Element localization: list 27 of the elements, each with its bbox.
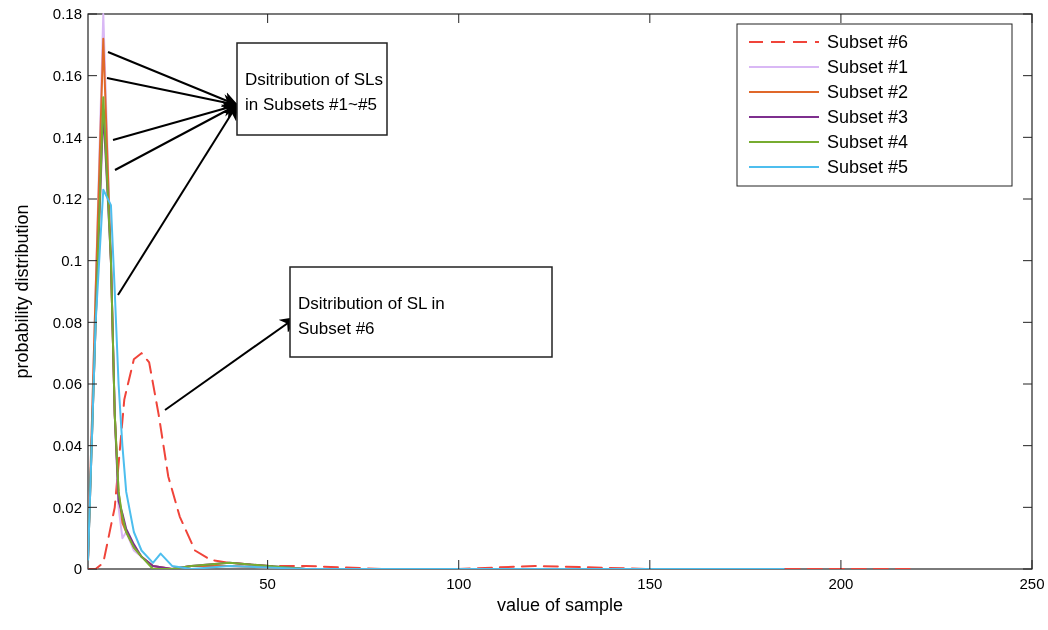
legend-label: Subset #1 [827, 57, 909, 78]
legend-label: Subset #3 [827, 107, 909, 128]
y-tick-label: 0.06 [52, 375, 82, 393]
legend-label: Subset #5 [827, 157, 909, 178]
x-tick-label: 100 [446, 575, 472, 592]
annotation: Dsitribution of SL in Subset #6 [298, 294, 445, 338]
text-box: Dsitribution of SLs in Subsets #1~#5 [236, 42, 388, 136]
legend-label: Subset #4 [827, 132, 909, 153]
x-tick-label: 50 [259, 575, 276, 592]
y-tick-label: 0.16 [52, 66, 82, 84]
y-tick-label: 0.12 [52, 190, 82, 208]
y-axis-title: probability distribution [12, 204, 32, 379]
y-tick-label: 0.02 [52, 498, 82, 516]
legend-label: Subset #2 [827, 82, 909, 103]
y-tick-label: 0.18 [52, 5, 82, 23]
x-tick-label: 200 [828, 575, 854, 592]
annotation: Dsitribution of SLs in Subsets #1~#5 [245, 70, 383, 114]
x-tick-label: 150 [637, 575, 663, 592]
text-box: Dsitribution of SL in Subset #6 [289, 266, 553, 358]
x-axis-title: value of sample [496, 595, 624, 615]
y-tick-label: 0.08 [52, 313, 82, 331]
legend-label: Subset #6 [827, 32, 909, 53]
y-tick-label: 0.04 [52, 436, 82, 454]
y-tick-label: 0 [73, 560, 82, 578]
y-tick-label: 0.14 [52, 128, 82, 146]
y-tick-label: 0.1 [61, 251, 82, 269]
x-tick-label: 250 [1019, 575, 1045, 592]
